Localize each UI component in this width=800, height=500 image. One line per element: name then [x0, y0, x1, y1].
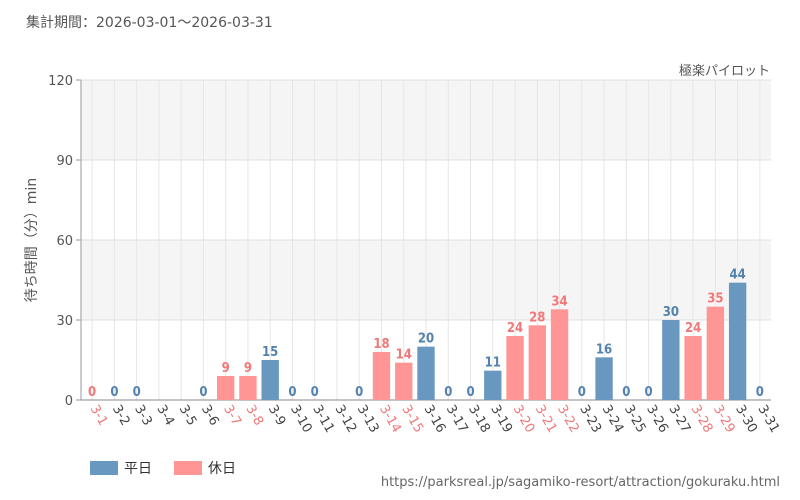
x-tick-label: 3-17 — [443, 403, 471, 436]
legend-label-weekday: 平日 — [124, 461, 152, 477]
x-tick-label: 3-30 — [732, 403, 760, 436]
x-tick-label: 3-7 — [220, 403, 244, 429]
x-tick-label: 3-15 — [398, 403, 426, 436]
data-label: 0 — [288, 385, 296, 400]
x-tick-label: 3-3 — [131, 403, 155, 429]
data-label: 35 — [707, 292, 723, 307]
data-label: 0 — [756, 385, 764, 400]
bar — [662, 320, 680, 400]
x-tick-label: 3-5 — [176, 403, 200, 429]
x-tick-label: 3-6 — [198, 403, 222, 429]
data-label: 0 — [578, 385, 586, 400]
bar — [595, 357, 613, 400]
x-tick-label: 3-20 — [510, 403, 538, 436]
bar — [484, 370, 502, 400]
x-tick-label: 3-2 — [109, 403, 133, 429]
chart-legend: 平日 休日 — [90, 458, 258, 478]
legend-label-holiday: 休日 — [208, 461, 236, 477]
data-label: 9 — [222, 361, 230, 376]
attraction-name: 極楽パイロット — [678, 64, 770, 79]
legend-swatch-holiday — [174, 461, 202, 475]
data-label: 0 — [444, 385, 452, 400]
x-tick-label: 3-22 — [554, 403, 582, 436]
bar — [417, 346, 435, 400]
x-tick-label: 3-10 — [287, 403, 315, 436]
legend-swatch-weekday — [90, 461, 118, 475]
bar — [395, 362, 413, 400]
x-tick-label: 3-12 — [332, 403, 360, 436]
data-label: 28 — [529, 310, 545, 325]
x-tick-label: 3-21 — [532, 403, 560, 436]
data-label: 15 — [262, 345, 278, 360]
x-tick-label: 3-16 — [421, 403, 449, 436]
y-tick-label: 60 — [56, 234, 73, 249]
x-tick-label: 3-13 — [354, 403, 382, 436]
data-label: 0 — [645, 385, 653, 400]
data-label: 0 — [110, 385, 118, 400]
data-label: 0 — [199, 385, 207, 400]
bar — [372, 352, 391, 400]
data-label: 0 — [466, 385, 474, 400]
data-label: 18 — [373, 337, 389, 352]
x-tick-label: 3-11 — [309, 403, 337, 436]
x-tick-label: 3-24 — [599, 403, 627, 436]
y-tick-label: 120 — [48, 74, 73, 89]
data-label: 30 — [663, 305, 679, 320]
data-label: 0 — [311, 385, 319, 400]
y-tick-label: 30 — [56, 314, 73, 329]
bar — [550, 309, 569, 400]
x-tick-label: 3-14 — [376, 403, 404, 436]
bar — [506, 336, 524, 400]
y-tick-label: 0 — [65, 394, 73, 409]
legend-item-holiday: 休日 — [174, 458, 236, 478]
x-tick-label: 3-9 — [265, 403, 289, 429]
x-tick-label: 3-27 — [665, 403, 693, 436]
data-label: 14 — [396, 348, 412, 363]
data-label: 0 — [622, 385, 630, 400]
data-label: 9 — [244, 361, 252, 376]
period-label: 集計期間：2026-03-01～2026-03-31 — [26, 15, 273, 31]
data-label: 44 — [729, 268, 745, 283]
x-tick-label: 3-29 — [710, 403, 738, 436]
data-label: 16 — [596, 342, 612, 357]
data-label: 24 — [685, 321, 701, 336]
data-label: 0 — [355, 385, 363, 400]
x-tick-label: 3-18 — [465, 403, 493, 436]
y-tick-label: 90 — [56, 154, 73, 169]
bar — [261, 360, 279, 400]
x-tick-label: 3-23 — [576, 403, 604, 436]
x-tick-label: 3-4 — [153, 403, 177, 429]
data-label: 0 — [133, 385, 141, 400]
data-label: 34 — [551, 294, 567, 309]
bar — [239, 376, 257, 400]
bar — [728, 282, 747, 400]
data-label: 24 — [507, 321, 523, 336]
x-tick-label: 3-31 — [754, 403, 782, 436]
y-axis-title: 待ち時間（分）min — [24, 178, 40, 302]
data-label: 11 — [485, 356, 501, 371]
bar — [528, 325, 546, 400]
x-tick-label: 3-1 — [87, 403, 111, 429]
bar — [684, 336, 702, 400]
x-tick-label: 3-26 — [643, 403, 671, 436]
bar — [216, 376, 235, 400]
source-url: https://parksreal.jp/sagamiko-resort/att… — [380, 475, 780, 490]
legend-item-weekday: 平日 — [90, 458, 152, 478]
bar — [706, 306, 725, 400]
data-label: 20 — [418, 332, 434, 347]
x-tick-label: 3-28 — [688, 403, 716, 436]
x-tick-label: 3-19 — [487, 403, 515, 436]
data-label: 0 — [88, 385, 96, 400]
x-tick-label: 3-8 — [242, 403, 266, 429]
x-tick-label: 3-25 — [621, 403, 649, 436]
